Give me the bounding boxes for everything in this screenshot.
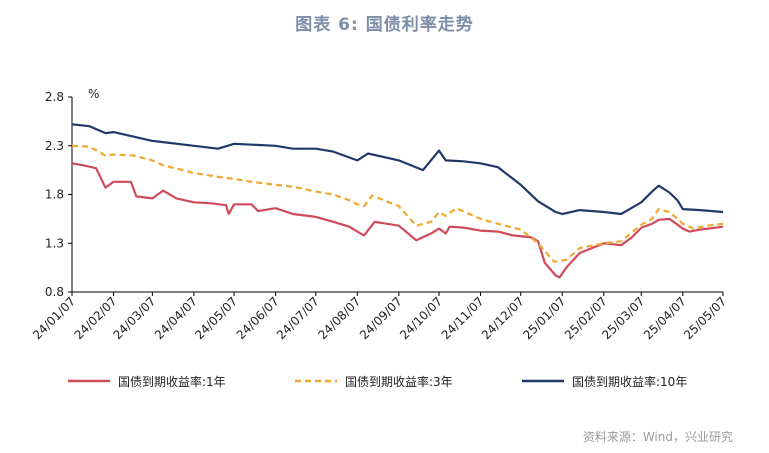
chart-title: 图表 6: 国债利率走势 [295,15,474,35]
x-tick-label: 24/01/07 [30,294,78,342]
x-tick-label: 25/05/07 [681,294,729,342]
source-note: 资料来源：Wind，兴业研究 [582,430,733,444]
x-tick-label: 24/11/07 [439,294,487,342]
x-tick-label: 24/05/07 [192,294,240,342]
x-tick-label: 24/06/07 [234,294,282,342]
chart-axes: 2.82.31.81.30.824/01/0724/02/0724/03/072… [30,90,729,342]
x-tick-label: 24/03/07 [110,294,158,342]
chart-lines [71,123,724,279]
y-axis-unit: % [88,87,99,101]
x-tick-label: 25/01/07 [520,294,568,342]
legend-label-1: 国债到期收益率:1年 [118,374,226,389]
x-tick-label: 25/04/07 [641,294,689,342]
x-tick-label: 24/07/07 [274,294,322,342]
y-tick-label: 0.8 [45,285,64,299]
y-tick-label: 2.8 [45,90,64,104]
x-tick-label: 24/12/07 [479,294,527,342]
legend-label-2: 国债到期收益率:3年 [345,374,453,389]
x-tick-label: 24/09/07 [357,294,405,342]
series-line-2 [71,144,724,263]
chart-legend: 国债到期收益率:1年 国债到期收益率:3年 国债到期收益率:10年 [68,374,687,389]
y-tick-label: 2.3 [45,139,64,153]
legend-label-3: 国债到期收益率:10年 [572,374,687,389]
series-line-1 [71,162,724,279]
x-tick-label: 24/04/07 [152,294,200,342]
series-line-3 [71,123,724,216]
x-tick-label: 24/10/07 [397,294,445,342]
x-tick-label: 24/08/07 [315,294,363,342]
y-tick-label: 1.3 [45,236,64,250]
y-tick-label: 1.8 [45,188,64,202]
